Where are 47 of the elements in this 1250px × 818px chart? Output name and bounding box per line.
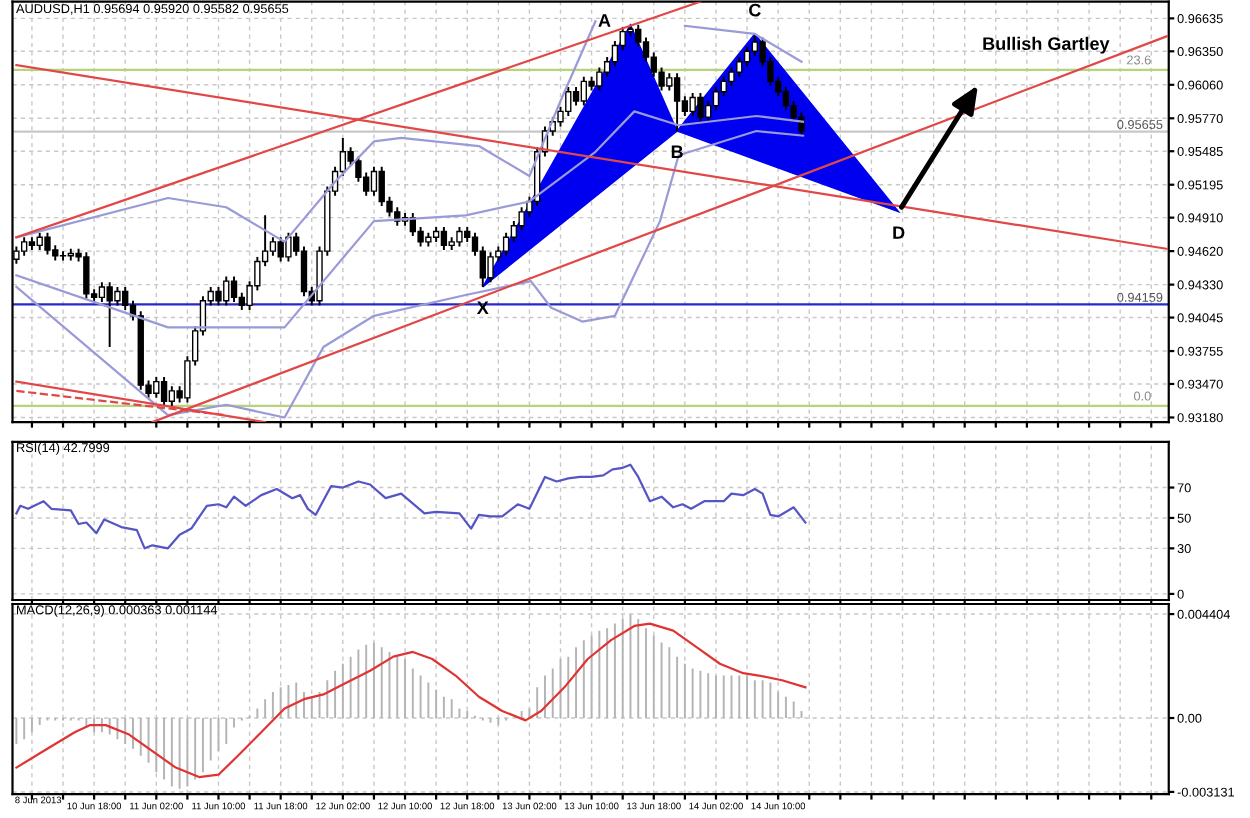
- candlestick: [580, 75, 588, 107]
- candlestick: [223, 275, 230, 307]
- candlestick: [689, 91, 696, 117]
- candlestick: [277, 236, 284, 263]
- line-series: [15, 110, 805, 329]
- annotation: B: [671, 145, 683, 158]
- candlestick: [751, 33, 759, 57]
- candlestick: [479, 245, 486, 288]
- line-series: [15, 129, 805, 419]
- candlestick: [44, 231, 51, 256]
- candlestick: [565, 86, 572, 117]
- candlestick: [114, 285, 121, 307]
- candlestick: [782, 86, 790, 112]
- candlestick: [122, 285, 129, 312]
- candlestick: [269, 236, 277, 257]
- candlestick: [743, 45, 751, 68]
- candlestick: [673, 72, 681, 132]
- candlestick: [300, 245, 308, 298]
- annotation: C: [749, 3, 761, 17]
- candlestick: [611, 39, 619, 68]
- candlestick: [285, 231, 292, 263]
- candlestick: [370, 165, 378, 197]
- candlestick: [572, 86, 580, 107]
- candlestick: [378, 165, 385, 208]
- candlestick: [20, 236, 28, 257]
- line-series: [15, 622, 807, 779]
- candlestick: [440, 225, 448, 251]
- candlestick: [456, 225, 463, 248]
- candlestick: [712, 86, 720, 112]
- annotation: D: [893, 226, 905, 239]
- annotation: Bullish Gartley: [983, 36, 1110, 54]
- candlestick: [720, 75, 727, 98]
- candlestick: [487, 251, 494, 284]
- candlestick: [230, 275, 238, 303]
- candlestick: [502, 231, 510, 257]
- candlestick: [697, 91, 704, 123]
- candlestick: [98, 281, 106, 303]
- annotation: A: [598, 14, 611, 27]
- candlestick: [160, 376, 168, 407]
- candlestick: [736, 56, 743, 78]
- line-series: [15, 463, 807, 550]
- candlestick: [168, 385, 176, 407]
- candlestick: [153, 376, 160, 399]
- annotation: X: [476, 301, 489, 314]
- candlestick: [215, 285, 222, 307]
- candlestick: [106, 281, 113, 348]
- candlestick: [83, 251, 90, 300]
